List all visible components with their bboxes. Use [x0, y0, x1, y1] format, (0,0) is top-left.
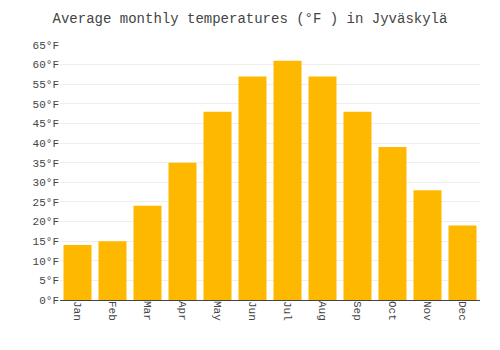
svg-text:10°F: 10°F [33, 256, 59, 268]
svg-text:Apr: Apr [176, 301, 188, 321]
svg-text:20°F: 20°F [33, 216, 59, 228]
svg-text:Mar: Mar [141, 301, 153, 321]
svg-text:May: May [211, 301, 223, 321]
svg-text:Jan: Jan [71, 301, 83, 321]
svg-text:0°F: 0°F [39, 295, 59, 307]
svg-text:25°F: 25°F [33, 197, 59, 209]
svg-text:Oct: Oct [386, 301, 398, 321]
svg-text:15°F: 15°F [33, 236, 59, 248]
svg-text:Jun: Jun [246, 301, 258, 321]
svg-text:Dec: Dec [456, 301, 468, 321]
svg-text:50°F: 50°F [33, 99, 59, 111]
svg-text:65°F: 65°F [33, 40, 59, 52]
svg-text:Sep: Sep [351, 301, 363, 321]
svg-text:Aug: Aug [316, 301, 328, 321]
svg-text:55°F: 55°F [33, 79, 59, 91]
svg-text:60°F: 60°F [33, 59, 59, 71]
svg-text:Nov: Nov [421, 301, 433, 321]
svg-text:30°F: 30°F [33, 177, 59, 189]
svg-text:40°F: 40°F [33, 138, 59, 150]
svg-text:35°F: 35°F [33, 158, 59, 170]
svg-text:Average monthly temperatures (: Average monthly temperatures (°F ) in Jy… [53, 11, 448, 27]
svg-text:Feb: Feb [106, 301, 118, 321]
svg-text:Jul: Jul [281, 301, 293, 321]
svg-text:5°F: 5°F [39, 275, 59, 287]
svg-text:45°F: 45°F [33, 118, 59, 130]
